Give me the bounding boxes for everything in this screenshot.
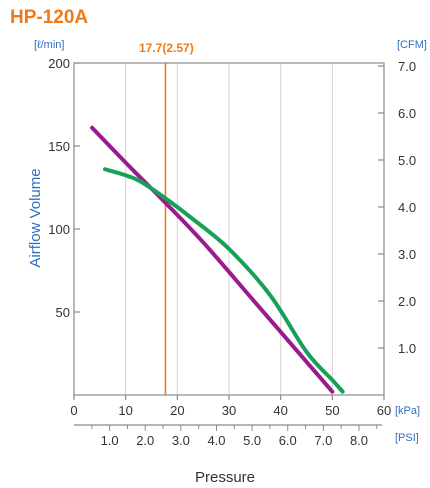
y-axis-label: Airflow Volume bbox=[27, 168, 44, 267]
psi-tick-label: 8.0 bbox=[350, 433, 368, 448]
x-unit-psi: [PSI] bbox=[395, 432, 419, 444]
x-tick-label: 10 bbox=[118, 403, 132, 418]
y-tick-label: 100 bbox=[48, 222, 70, 237]
cfm-tick-label: 2.0 bbox=[398, 294, 416, 309]
marker-label: 17.7(2.57) bbox=[139, 41, 194, 55]
y-tick-labels: 50 100 150 200 bbox=[48, 56, 80, 320]
cfm-tick-label: 7.0 bbox=[398, 59, 416, 74]
y-left-unit: [ℓ/min] bbox=[34, 39, 64, 51]
x-tick-label: 60 bbox=[377, 403, 391, 418]
cfm-tick-label: 4.0 bbox=[398, 200, 416, 215]
cfm-tick-label: 5.0 bbox=[398, 153, 416, 168]
cfm-tick-label: 3.0 bbox=[398, 247, 416, 262]
series-line-purple bbox=[90, 125, 335, 394]
x-tick-label: 20 bbox=[170, 403, 184, 418]
cfm-tick-label: 6.0 bbox=[398, 106, 416, 121]
series-layer bbox=[90, 125, 345, 394]
psi-tick-label: 6.0 bbox=[279, 433, 297, 448]
psi-tick-label: 5.0 bbox=[243, 433, 261, 448]
series-line-green bbox=[103, 167, 345, 394]
cfm-tick-labels: 1.0 2.0 3.0 4.0 5.0 6.0 7.0 bbox=[378, 59, 416, 356]
psi-tick-label: 3.0 bbox=[172, 433, 190, 448]
x-tick-labels: 0 10 20 30 40 50 60 bbox=[70, 395, 391, 418]
psi-tick-label: 7.0 bbox=[314, 433, 332, 448]
psi-tick-label: 2.0 bbox=[136, 433, 154, 448]
x-tick-label: 50 bbox=[325, 403, 339, 418]
y-tick-label: 200 bbox=[48, 56, 70, 71]
grid-lines bbox=[125, 63, 333, 395]
x-unit-kpa: [kPa] bbox=[395, 405, 420, 417]
cfm-tick-label: 1.0 bbox=[398, 341, 416, 356]
psi-tick-label: 1.0 bbox=[101, 433, 119, 448]
y-tick-label: 50 bbox=[56, 305, 70, 320]
psi-axis: 1.0 2.0 3.0 4.0 5.0 6.0 7.0 8.0 bbox=[74, 424, 382, 448]
x-tick-label: 0 bbox=[70, 403, 77, 418]
y-right-unit: [CFM] bbox=[397, 39, 427, 51]
chart-title: HP-120A bbox=[10, 7, 88, 28]
x-axis-label: Pressure bbox=[195, 469, 255, 486]
x-tick-label: 30 bbox=[222, 403, 236, 418]
x-tick-label: 40 bbox=[273, 403, 287, 418]
psi-tick-label: 4.0 bbox=[207, 433, 225, 448]
y-tick-label: 150 bbox=[48, 139, 70, 154]
